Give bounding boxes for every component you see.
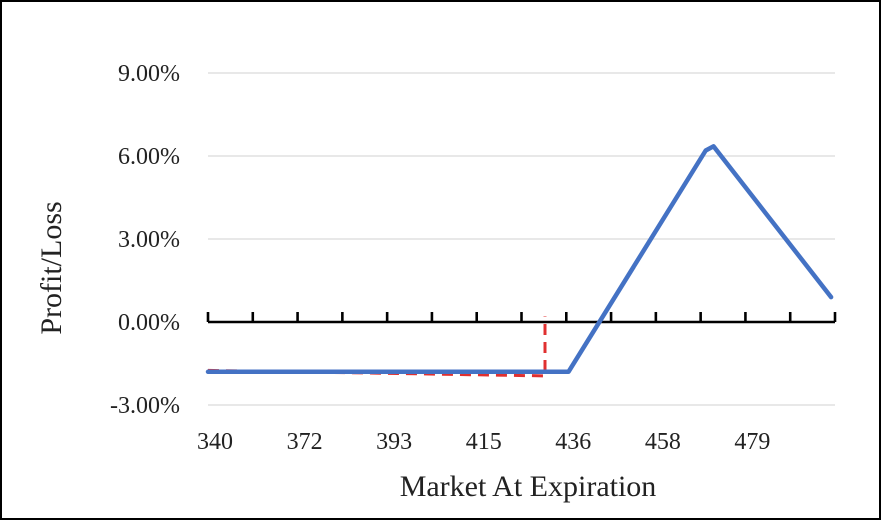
x-axis bbox=[206, 312, 837, 324]
solid-series-line bbox=[205, 144, 834, 375]
y-tick-label: 6.00% bbox=[118, 144, 180, 170]
gridlines bbox=[208, 72, 835, 406]
x-tick-label: 415 bbox=[466, 429, 502, 455]
x-tick-label: 340 bbox=[197, 429, 233, 455]
x-tick-labels: 340 372 393 415 436 458 479 bbox=[197, 429, 770, 455]
y-tick-label: 0.00% bbox=[118, 310, 180, 336]
x-axis-title: Market At Expiration bbox=[400, 470, 657, 503]
y-tick-label: -3.00% bbox=[110, 393, 180, 419]
x-tick-label: 436 bbox=[555, 429, 591, 455]
x-tick-label: 458 bbox=[645, 429, 681, 455]
x-tick-label: 479 bbox=[734, 429, 770, 455]
y-axis-title: Profit/Loss bbox=[35, 201, 68, 334]
x-tick-label: 393 bbox=[376, 429, 412, 455]
x-tick-label: 372 bbox=[287, 429, 323, 455]
y-tick-label: 9.00% bbox=[118, 61, 180, 87]
series-lines bbox=[205, 144, 834, 378]
y-tick-labels: -3.00% 0.00% 3.00% 6.00% 9.00% bbox=[110, 61, 180, 419]
dashed-series-line bbox=[207, 316, 547, 378]
y-tick-label: 3.00% bbox=[118, 227, 180, 253]
